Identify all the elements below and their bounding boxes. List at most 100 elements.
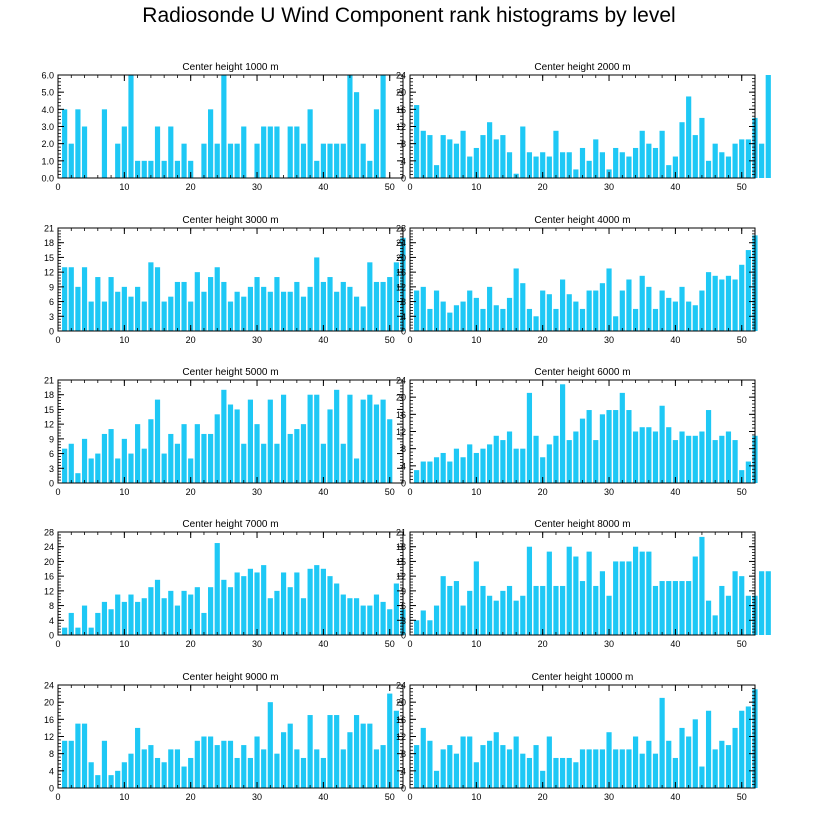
bar [460, 457, 466, 483]
bar [274, 753, 280, 788]
bar [440, 452, 446, 483]
bar [148, 587, 154, 635]
y-tick-label: 8 [49, 601, 54, 611]
bar [373, 594, 380, 635]
bar [128, 75, 134, 178]
bar [267, 291, 273, 331]
bar [174, 749, 181, 789]
bar [719, 152, 725, 178]
bar [500, 135, 506, 178]
bar [68, 443, 74, 483]
bar [414, 620, 420, 635]
bar [573, 301, 579, 331]
bar [95, 277, 101, 331]
bar [267, 598, 273, 635]
bar [393, 710, 399, 788]
bar [579, 749, 586, 789]
bar [154, 267, 161, 331]
x-tick-label: 20 [538, 335, 548, 345]
panel-3: Center height 3000 m 0 3 6 9 12 15 18 21 0 10 20 30 4… [44, 215, 406, 345]
bar [686, 736, 692, 788]
bar [579, 147, 586, 178]
x-tick-label: 50 [737, 639, 747, 649]
bar [234, 757, 240, 788]
bar [672, 757, 678, 788]
panel-title: Center height 5000 m [182, 367, 278, 378]
bar [181, 143, 187, 178]
x-tick-label: 30 [252, 487, 262, 497]
y-tick-label: 24 [396, 376, 406, 386]
bar [692, 435, 698, 483]
bar [712, 143, 718, 178]
bar [367, 394, 373, 483]
bar [646, 286, 652, 331]
bar [320, 568, 326, 635]
x-tick-label: 50 [385, 792, 395, 802]
bar [340, 443, 346, 483]
bar [606, 732, 612, 788]
bar [234, 572, 240, 635]
y-tick-label: 24 [396, 238, 406, 248]
y-tick-label: 21 [396, 528, 406, 538]
y-tick-label: 6 [49, 297, 54, 307]
bar [121, 286, 127, 331]
bar [88, 301, 94, 331]
bar [553, 308, 559, 331]
bar [227, 301, 234, 331]
bar [672, 440, 678, 483]
x-tick-label: 0 [407, 335, 412, 345]
bar [294, 429, 300, 483]
bar [161, 762, 167, 788]
bar [566, 757, 572, 788]
y-tick-label: 9 [401, 586, 406, 596]
x-tick-label: 0 [55, 335, 60, 345]
bar [460, 130, 466, 178]
bar [467, 156, 473, 178]
y-tick-label: 12 [396, 572, 406, 582]
bar [599, 283, 605, 331]
bar [732, 727, 738, 788]
bar [440, 576, 446, 635]
bar [433, 457, 440, 483]
bar [181, 424, 187, 483]
y-tick-label: 9 [49, 434, 54, 444]
y-tick-label: 28 [396, 224, 406, 234]
bar [573, 762, 579, 788]
bar [95, 453, 101, 483]
bar [261, 443, 267, 483]
bar [433, 605, 440, 635]
bar [420, 461, 426, 483]
bar [639, 753, 645, 788]
bar [414, 290, 420, 331]
bar [334, 583, 340, 635]
bar [247, 568, 253, 635]
bar [593, 139, 599, 179]
bar [632, 736, 639, 788]
bar [699, 766, 705, 788]
bar [227, 740, 234, 788]
bar [513, 448, 519, 483]
y-tick-label: 4 [49, 616, 54, 626]
bar [652, 308, 659, 331]
x-tick-label: 40 [670, 182, 680, 192]
bar [732, 440, 738, 483]
y-tick-label: 12 [44, 268, 54, 278]
x-tick-label: 10 [471, 792, 481, 802]
bar [473, 561, 479, 635]
bar [194, 740, 200, 788]
bar [254, 143, 260, 178]
bar [261, 126, 267, 178]
bar [181, 590, 187, 635]
bar [161, 453, 167, 483]
bar [327, 277, 333, 331]
bar [414, 105, 420, 178]
bar [566, 546, 572, 635]
bar [686, 435, 692, 483]
bar [194, 587, 200, 635]
x-tick-label: 50 [737, 335, 747, 345]
x-tick-label: 10 [119, 487, 129, 497]
bar [520, 283, 526, 331]
bar [135, 424, 141, 483]
bar [447, 312, 453, 331]
bar [739, 470, 745, 484]
